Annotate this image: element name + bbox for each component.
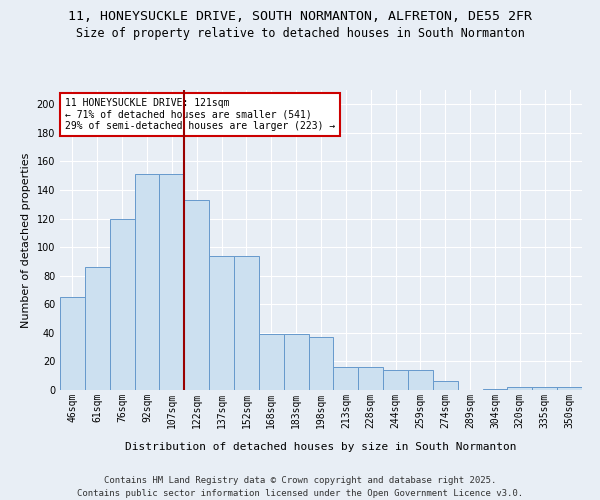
Bar — [334, 367, 358, 390]
Bar — [508, 387, 532, 390]
Text: Distribution of detached houses by size in South Normanton: Distribution of detached houses by size … — [125, 442, 517, 452]
Text: Contains HM Land Registry data © Crown copyright and database right 2025.
Contai: Contains HM Land Registry data © Crown c… — [77, 476, 523, 498]
Bar — [234, 256, 259, 390]
Bar — [160, 174, 184, 390]
Bar — [134, 174, 160, 390]
Bar — [532, 387, 557, 390]
Text: Size of property relative to detached houses in South Normanton: Size of property relative to detached ho… — [76, 28, 524, 40]
Bar — [482, 388, 508, 390]
Bar — [284, 334, 308, 390]
Bar — [85, 267, 110, 390]
Bar — [383, 370, 408, 390]
Bar — [110, 218, 134, 390]
Bar — [408, 370, 433, 390]
Bar — [209, 256, 234, 390]
Bar — [557, 387, 582, 390]
Bar — [308, 337, 334, 390]
Bar — [184, 200, 209, 390]
Text: 11, HONEYSUCKLE DRIVE, SOUTH NORMANTON, ALFRETON, DE55 2FR: 11, HONEYSUCKLE DRIVE, SOUTH NORMANTON, … — [68, 10, 532, 23]
Text: 11 HONEYSUCKLE DRIVE: 121sqm
← 71% of detached houses are smaller (541)
29% of s: 11 HONEYSUCKLE DRIVE: 121sqm ← 71% of de… — [65, 98, 335, 130]
Y-axis label: Number of detached properties: Number of detached properties — [21, 152, 31, 328]
Bar — [259, 334, 284, 390]
Bar — [358, 367, 383, 390]
Bar — [60, 297, 85, 390]
Bar — [433, 382, 458, 390]
